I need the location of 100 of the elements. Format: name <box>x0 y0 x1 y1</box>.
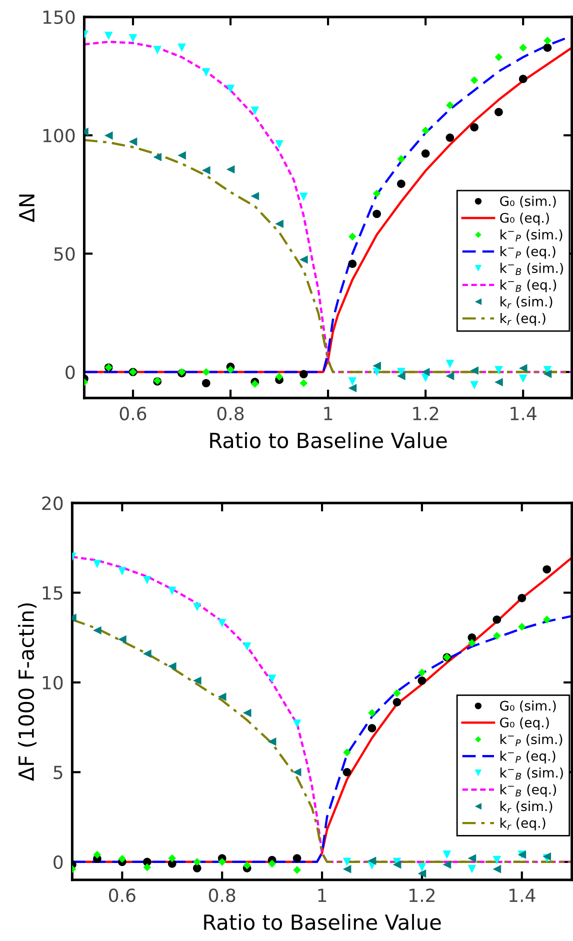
point <box>518 374 528 383</box>
point <box>292 768 302 776</box>
point <box>292 854 302 862</box>
point <box>494 53 503 62</box>
point <box>518 622 526 631</box>
point <box>118 854 126 863</box>
y-tick-label: 50 <box>54 247 75 261</box>
point <box>178 151 186 160</box>
legend-label: G₀ (sim.) <box>500 700 556 712</box>
point <box>519 44 528 52</box>
point <box>542 616 551 624</box>
legend-label: k$_{r}$ (sim.) <box>500 296 552 308</box>
point <box>418 676 426 685</box>
legend-label: k$_{r}$ (eq.) <box>500 818 546 830</box>
point <box>243 862 252 870</box>
y-axis-title: ΔF (1000 F-actin) <box>18 603 37 782</box>
point <box>343 748 351 756</box>
point <box>268 737 276 746</box>
legend-label: k$^{−}$$_{P}$ (eq.) <box>500 750 556 764</box>
point <box>518 594 526 602</box>
point <box>470 366 478 375</box>
point <box>518 364 528 372</box>
point <box>153 152 162 162</box>
point <box>299 192 308 202</box>
point <box>372 190 381 198</box>
legend-label: G₀ (sim.) <box>500 196 556 208</box>
point <box>368 856 376 865</box>
point <box>418 863 426 872</box>
x-tick-label: 1 <box>324 406 332 420</box>
point <box>93 850 102 859</box>
point <box>250 192 260 200</box>
point <box>342 768 352 776</box>
x-tick-label: 0.8 <box>208 888 236 902</box>
point <box>153 46 162 54</box>
x-tick-label: 1.4 <box>510 406 536 420</box>
point <box>168 662 176 670</box>
x-tick-label: 0.6 <box>108 888 136 902</box>
x-axis-title: Ratio to Baseline Value <box>204 914 441 930</box>
point <box>192 864 202 872</box>
point <box>418 668 426 676</box>
point <box>422 126 430 134</box>
legend-label: k$^{−}$$_{B}$ (sim.) <box>500 262 563 275</box>
point <box>468 639 476 647</box>
y-tick-label: 10 <box>42 676 63 690</box>
point <box>348 260 357 268</box>
point <box>492 856 502 864</box>
legend-label: G₀ (eq.) <box>500 717 549 730</box>
point <box>142 650 152 658</box>
point <box>543 370 552 378</box>
point <box>421 368 430 376</box>
x-tick-label: 1 <box>318 888 326 902</box>
point <box>442 860 452 869</box>
point <box>242 642 252 651</box>
legend-label: k$^{−}$$_{P}$ (eq.) <box>500 246 556 259</box>
point <box>268 674 276 684</box>
point <box>275 372 284 381</box>
point <box>368 724 376 732</box>
point <box>542 565 552 574</box>
point <box>93 560 102 568</box>
legend-label: k$^{−}$$_{B}$ (eq.) <box>500 784 556 797</box>
point <box>242 708 252 718</box>
point <box>292 720 302 728</box>
point <box>494 378 503 386</box>
point <box>142 576 152 584</box>
y-tick-label: 15 <box>42 586 62 600</box>
point <box>446 101 454 110</box>
point <box>218 619 226 628</box>
x-tick-label: 0.6 <box>120 406 146 420</box>
point <box>218 858 226 866</box>
point <box>104 32 113 40</box>
y-tick-label: 150 <box>43 10 75 24</box>
legend-label: G₀ (eq.) <box>500 212 549 226</box>
point <box>293 866 301 874</box>
point <box>397 372 406 380</box>
point <box>202 166 210 174</box>
legend-label: k$^{−}$$_{P}$ (sim.) <box>500 734 562 746</box>
point <box>392 860 402 869</box>
y-tick-label: 20 <box>42 496 63 510</box>
point <box>544 36 552 45</box>
point <box>118 635 126 644</box>
point <box>118 566 126 576</box>
point <box>418 869 426 878</box>
x-axis-title: Ratio to Baseline Value <box>210 432 447 448</box>
point <box>492 615 502 624</box>
point <box>299 370 308 378</box>
point <box>178 44 186 52</box>
point <box>300 379 308 388</box>
point <box>342 858 352 866</box>
point <box>470 76 478 84</box>
point <box>275 220 284 228</box>
legend-label: k$^{−}$$_{B}$ (sim.) <box>500 767 563 780</box>
point <box>397 155 406 163</box>
point <box>168 586 176 596</box>
point <box>421 149 430 158</box>
point <box>446 133 454 142</box>
point <box>470 123 478 132</box>
point <box>368 709 376 717</box>
y-axis-title: ΔN <box>19 194 34 222</box>
point <box>218 692 226 701</box>
point <box>168 854 176 862</box>
